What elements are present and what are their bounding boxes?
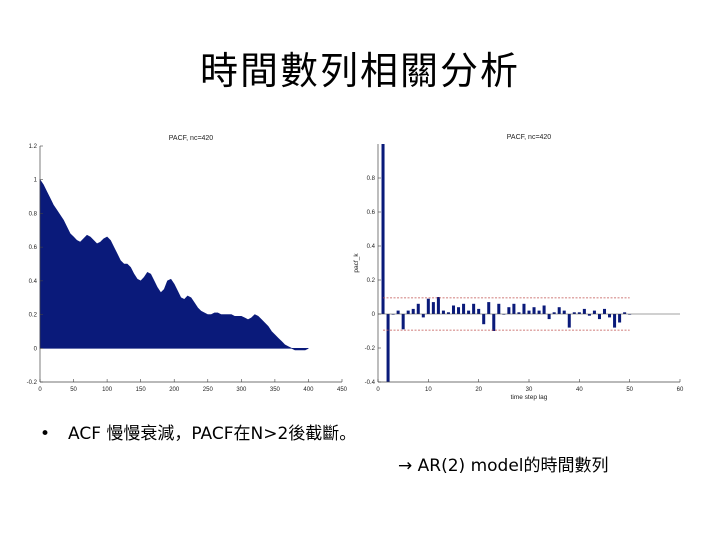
pacf-y-tick-label: -0.4 — [365, 380, 376, 386]
acf-y-tick-label: 0.6 — [29, 245, 38, 251]
pacf-bar — [406, 310, 410, 314]
bullet-item: • ACF 慢慢衰減，PACF在N>2後截斷。 — [40, 419, 356, 444]
pacf-bar — [492, 314, 496, 331]
acf-x-tick-label: 300 — [236, 387, 247, 393]
acf-y-tick-label: 0.2 — [29, 313, 38, 319]
slide-title: 時間數列相關分析 — [199, 49, 520, 93]
pacf-bar — [618, 314, 622, 323]
pacf-bar — [411, 308, 415, 314]
pacf-bar — [532, 307, 536, 314]
pacf-bar — [562, 310, 566, 314]
acf-y-tick-label: 1.2 — [29, 144, 38, 150]
pacf-chart: -0.4 -0.2 0 0.2 0.4 0.6 0.8 0 10 20 30 40 50 60 PACF, … — [353, 134, 684, 401]
bullet-marker: • — [40, 424, 51, 444]
pacf-bar — [507, 307, 511, 314]
acf-y-tick-label: 0.8 — [29, 211, 38, 217]
pacf-bar — [582, 308, 586, 314]
pacf-bar — [547, 314, 551, 320]
acf-x-tick-label: 100 — [102, 387, 113, 393]
pacf-bar — [421, 314, 425, 318]
pacf-bar — [426, 298, 430, 314]
pacf-y-tick-label: 0 — [372, 312, 376, 318]
pacf-bar — [446, 312, 450, 314]
pacf-bar — [592, 310, 596, 314]
pacf-bar — [401, 314, 405, 330]
acf-chart: -0.200.20.40.60.811.20 50 100 150 200 250 300 3… — [27, 135, 348, 393]
pacf-bar — [497, 303, 501, 314]
pacf-bar — [587, 314, 591, 316]
pacf-bar — [441, 310, 445, 314]
pacf-bar — [467, 310, 471, 314]
acf-x-tick-label: 150 — [136, 387, 147, 393]
acf-y-tick-label: 0.4 — [29, 279, 38, 285]
pacf-bar — [577, 312, 581, 314]
pacf-bar — [457, 307, 461, 314]
pacf-x-tick-label: 50 — [626, 387, 633, 393]
acf-x-tick-label: 350 — [270, 387, 281, 393]
acf-title: PACF, nc=420 — [169, 135, 214, 142]
pacf-bar — [557, 307, 561, 314]
conclusion-text: → AR(2) model的時間數列 — [398, 456, 609, 476]
pacf-bar — [431, 302, 435, 314]
pacf-bar — [451, 305, 456, 314]
acf-x-tick-label: 450 — [337, 387, 348, 393]
acf-x-tick-label: 200 — [169, 387, 180, 393]
pacf-bar — [623, 312, 627, 314]
pacf-bar — [416, 303, 420, 314]
acf-x-tick-label: 400 — [303, 387, 314, 393]
pacf-x-tick-label: 40 — [576, 387, 583, 393]
acf-y-tick-label: -0.2 — [27, 380, 38, 386]
acf-y-tick-label: 0 — [34, 346, 38, 352]
pacf-bar — [386, 314, 390, 382]
pacf-bar — [512, 303, 516, 314]
pacf-bar — [608, 314, 612, 318]
pacf-x-tick-label: 20 — [475, 387, 482, 393]
pacf-bar — [517, 312, 521, 314]
pacf-y-tick-label: 0.6 — [367, 210, 376, 216]
acf-area — [39, 178, 309, 351]
pacf-y-tick-label: -0.2 — [365, 346, 376, 352]
pacf-x-tick-label: 10 — [425, 387, 432, 393]
pacf-title: PACF, nc=420 — [507, 134, 552, 141]
pacf-bar — [542, 305, 546, 314]
acf-x-tick-label: 50 — [70, 387, 77, 393]
pacf-y-tick-label: 0.4 — [367, 244, 376, 250]
pacf-bar — [537, 310, 541, 314]
pacf-y-tick-label: 0.8 — [367, 176, 376, 182]
pacf-x-tick-label: 0 — [376, 387, 380, 393]
pacf-bar — [381, 144, 385, 314]
pacf-bar — [597, 314, 601, 320]
acf-x-tick-label: 250 — [203, 387, 214, 393]
pacf-bar — [436, 297, 440, 314]
pacf-bar — [477, 308, 481, 314]
bullet-text: ACF 慢慢衰減，PACF在N>2後截斷。 — [68, 424, 357, 444]
pacf-y-label: pacf_k — [353, 253, 360, 273]
pacf-bar — [522, 303, 526, 314]
acf-x-tick-label: 0 — [38, 387, 42, 393]
pacf-bar — [396, 310, 400, 314]
pacf-x-tick-label: 60 — [677, 387, 684, 393]
pacf-bar — [472, 303, 476, 314]
pacf-bar — [567, 314, 571, 328]
pacf-bar — [572, 312, 576, 314]
pacf-y-tick-label: 0.2 — [367, 278, 376, 284]
pacf-bar — [487, 302, 491, 314]
pacf-bar — [527, 310, 531, 314]
pacf-bar — [552, 312, 556, 314]
pacf-bar — [462, 303, 466, 314]
pacf-x-label: time step lag — [511, 394, 548, 401]
pacf-bar — [613, 314, 617, 328]
pacf-x-tick-label: 30 — [526, 387, 533, 393]
pacf-bar — [602, 308, 607, 314]
acf-y-tick-label: 1 — [34, 178, 38, 184]
pacf-bar — [482, 314, 486, 325]
